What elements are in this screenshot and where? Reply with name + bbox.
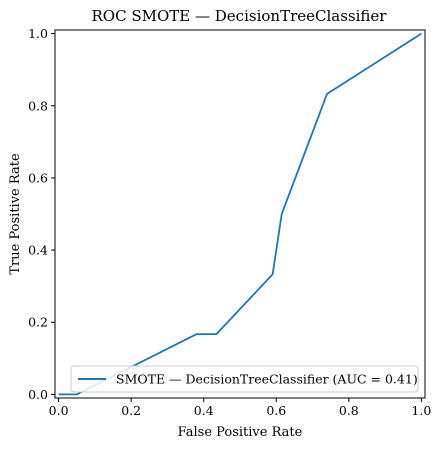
chart-title: ROC SMOTE — DecisionTreeClassifier <box>92 7 388 25</box>
x-tick-label: 0.8 <box>339 403 359 418</box>
y-tick-label: 0.0 <box>28 387 48 402</box>
y-tick-label: 0.4 <box>28 243 48 258</box>
y-tick-label: 1.0 <box>28 26 48 41</box>
legend: SMOTE — DecisionTreeClassifier (AUC = 0.… <box>70 365 419 393</box>
y-tick-label: 0.6 <box>28 170 48 185</box>
x-tick-label: 0.0 <box>49 403 69 418</box>
plot-frame <box>54 29 426 399</box>
legend-box <box>70 365 419 393</box>
y-tick-label: 0.8 <box>28 98 48 113</box>
x-tick-label: 0.6 <box>266 403 286 418</box>
roc-curve-line <box>58 32 422 396</box>
x-tick-label: 0.2 <box>121 403 141 418</box>
ticks-layer: 0.0 0.2 0.4 0.6 0.8 1.0 0.0 0.2 0.4 0.6 0.8 1.0 <box>28 26 431 418</box>
legend-label: SMOTE — DecisionTreeClassifier (AUC = 0.… <box>116 372 418 387</box>
series-layer <box>58 32 422 396</box>
x-tick-label: 1.0 <box>411 403 431 418</box>
y-tick-label: 0.2 <box>28 315 48 330</box>
y-axis-label: True Positive Rate <box>8 153 23 275</box>
x-axis-label: False Positive Rate <box>178 425 303 440</box>
x-tick-label: 0.4 <box>194 403 214 418</box>
